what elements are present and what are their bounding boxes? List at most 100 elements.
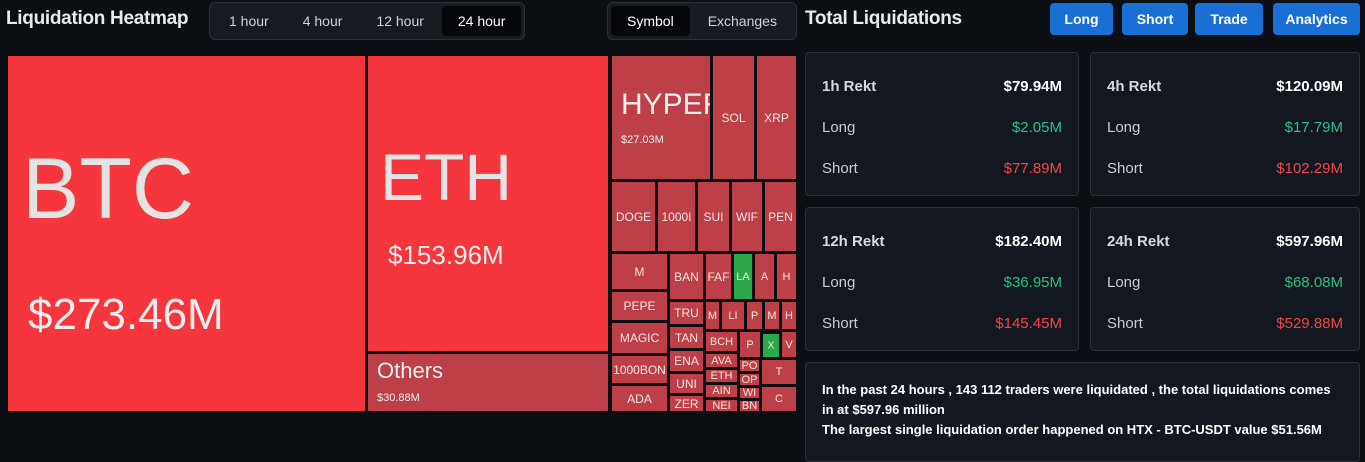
treemap-tile[interactable]: AIN [705,384,738,398]
treemap-tile[interactable]: ETH $153.96M [367,55,609,352]
treemap-tile[interactable]: AVA [705,353,738,368]
summary: In the past 24 hours , 143 112 traders w… [805,362,1360,462]
treemap-tile[interactable]: WI [739,387,760,399]
rekt-card: 12h Rekt $182.40M Long $36.95M Short $145.45M [805,207,1079,351]
tile-label: M [634,264,645,279]
treemap-tile[interactable]: X [762,333,780,358]
treemap-tile[interactable]: P [739,331,761,358]
treemap-tile[interactable]: ENA [669,350,704,372]
tile-label: H [782,270,791,283]
treemap-tile[interactable]: WIF [731,181,763,252]
tile-value: $273.46M [28,290,224,339]
treemap-tile[interactable]: MAGIC [611,322,668,354]
tile-value: $30.88M [377,392,420,404]
card-title: 1h Rekt [822,78,877,95]
row-value: $2.05M [1011,119,1062,136]
time-tab[interactable]: 12 hour [376,13,424,29]
summary-line: The largest single liquidation order hap… [822,422,1322,437]
treemap-tile[interactable]: BTC $273.46M [7,55,366,412]
action-button[interactable]: Short [1122,3,1188,35]
tile-label: T [775,366,783,378]
action-button[interactable]: Long [1050,3,1113,35]
tile-label: BN [741,400,758,412]
tile-label: M [707,309,718,322]
treemap-tile[interactable]: H [781,301,797,330]
tile-value: $153.96M [388,240,504,270]
row-label: Long [1107,274,1141,291]
treemap-tile[interactable]: LA [733,253,753,300]
row-value: $36.95M [1003,274,1062,291]
treemap-tile[interactable]: M [764,301,780,330]
treemap-tile[interactable]: C [761,386,797,412]
row-label: Long [822,119,856,136]
card-total: $79.94M [1003,78,1062,95]
rekt-card: 24h Rekt $597.96M Long $68.08M Short $529.88M [1090,207,1360,351]
treemap-tile[interactable]: HYPER $27.03M [611,55,711,180]
treemap-tile[interactable]: Others $30.88M [367,353,609,412]
action-button[interactable]: Trade [1195,3,1263,35]
tile-label: BAN [674,269,699,284]
treemap-tile[interactable]: SOL [712,55,755,180]
treemap-tile[interactable]: NEI [705,399,738,412]
treemap-tile[interactable]: V [781,331,797,358]
card-header: 12h Rekt $182.40M [822,233,1062,250]
rekt-card: 4h Rekt $120.09M Long $17.79M Short $102.29M [1090,52,1360,196]
card-row: Short $102.29M [1107,160,1343,177]
treemap-tile[interactable]: UNI [669,373,704,394]
view-tab[interactable]: Exchanges [707,13,777,29]
treemap-tile[interactable]: ZER [669,395,704,412]
card-row: Short $77.89M [822,160,1062,177]
treemap-tile[interactable]: T [761,359,797,385]
row-value: $17.79M [1284,119,1343,136]
treemap-tile[interactable]: SUI [697,181,730,252]
action-button[interactable]: Analytics [1273,3,1360,35]
row-value: $529.88M [1276,315,1343,332]
tile-label: 1000I [661,209,692,224]
card-row: Long $68.08M [1107,274,1343,291]
treemap-tile[interactable]: PO [739,359,760,372]
tile-label: ETH [380,140,512,214]
treemap-tile[interactable]: XRP [756,55,797,180]
treemap-tile[interactable]: M [611,253,668,290]
treemap-tile[interactable]: 1000BON [611,355,668,384]
tile-label: A [760,270,769,283]
tile-label: WI [742,387,757,399]
time-tab[interactable]: 1 hour [229,13,269,29]
treemap-tile[interactable]: M [705,301,720,330]
tile-label: P [746,338,754,351]
card-row: Short $145.45M [822,315,1062,332]
treemap-tile[interactable]: PEPE [611,291,668,321]
treemap-tile[interactable]: LI [721,301,745,330]
row-value: $102.29M [1276,160,1343,177]
treemap-tile[interactable]: DOGE [611,181,656,252]
page-title: Liquidation Heatmap [6,8,189,29]
treemap-tile[interactable]: BAN [669,253,704,300]
treemap-tile[interactable]: 1000I [657,181,696,252]
treemap-tile[interactable]: ETH [705,369,738,383]
card-row: Long $36.95M [822,274,1062,291]
treemap-tile[interactable]: A [754,253,775,300]
treemap-tile[interactable]: ADA [611,385,668,412]
tile-label: PEN [768,209,793,224]
treemap-tile[interactable]: PEN [764,181,797,252]
row-label: Short [1107,315,1143,332]
tile-label: XRP [764,110,789,125]
treemap-tile[interactable]: TRU [669,301,704,325]
tile-label: PEPE [623,299,656,313]
treemap-tile[interactable]: P [746,301,763,330]
tile-label: SOL [721,110,746,125]
time-tab[interactable]: 24 hour [441,6,522,36]
treemap-tile[interactable]: OP [739,373,760,386]
tile-label: 1000BON [613,362,666,377]
view-tab[interactable]: Symbol [611,6,690,36]
time-tab[interactable]: 4 hour [302,13,343,29]
tile-label: ENA [674,354,699,368]
treemap-tile[interactable]: FAF [705,253,732,300]
treemap-tile[interactable]: BCH [705,331,738,352]
card-total: $120.09M [1276,78,1343,95]
tile-label: UNI [676,376,697,391]
tile-label: V [785,338,793,351]
treemap-tile[interactable]: H [776,253,797,300]
treemap-tile[interactable]: BN [739,400,760,412]
treemap-tile[interactable]: TAN [669,326,704,349]
